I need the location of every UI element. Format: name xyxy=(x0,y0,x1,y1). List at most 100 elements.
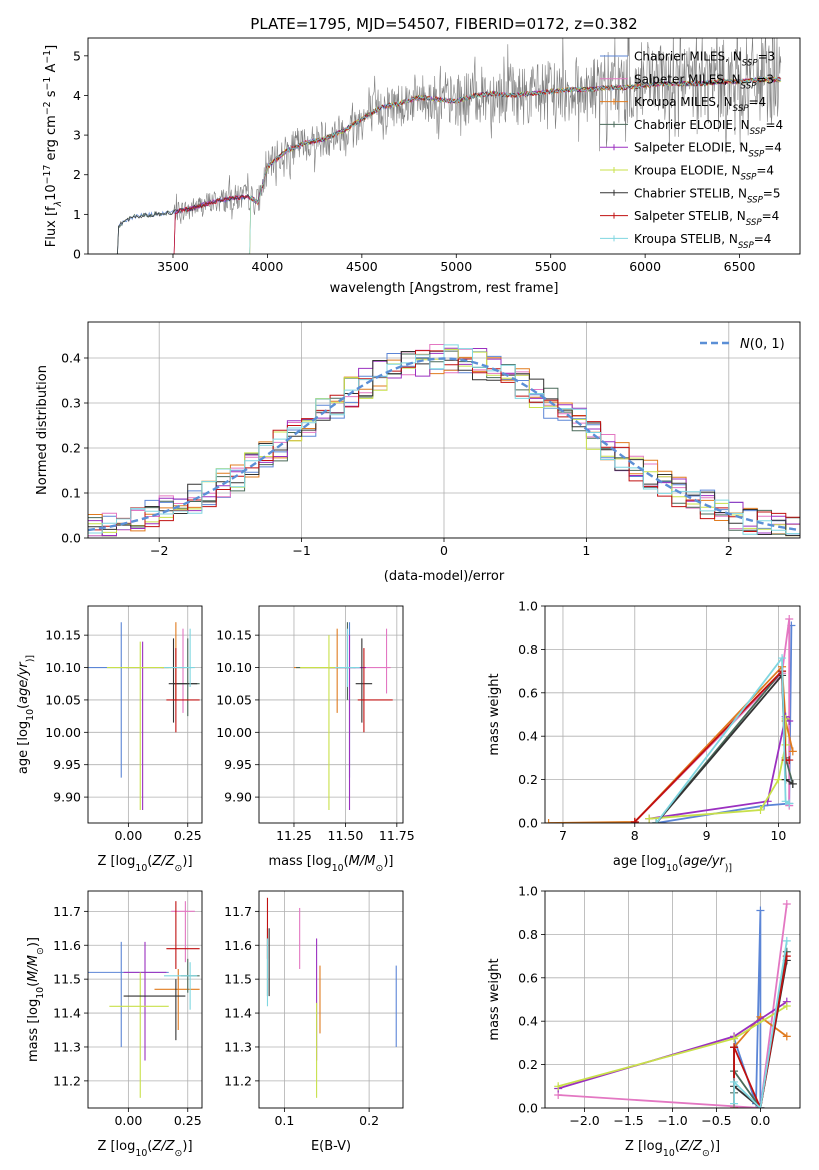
axes-frame xyxy=(544,605,801,824)
y-tick-label: 0.1 xyxy=(61,486,81,501)
figure-title: PLATE=1795, MJD=54507, FIBERID=0172, z=0… xyxy=(250,15,637,33)
y-tick-label: 1.0 xyxy=(518,599,538,614)
x-tick-label: 1 xyxy=(582,543,590,558)
y-tick-label: 10.15 xyxy=(216,628,252,643)
y-tick-label: 9.95 xyxy=(224,757,252,772)
label-part: M/M xyxy=(26,955,41,982)
age_vs_Z-plot-area xyxy=(88,606,202,823)
label-part: Z [log xyxy=(97,1139,135,1154)
label-part: −2 xyxy=(42,101,53,115)
label-part: Salpeter STELIB, N xyxy=(634,209,746,223)
axes-frame xyxy=(87,890,203,1109)
label-part: )] xyxy=(383,854,393,869)
x-axis-label: E(B-V) xyxy=(311,1139,351,1154)
x-tick-label: −1 xyxy=(292,543,310,558)
x-tick-label: 11.25 xyxy=(276,828,312,843)
y-tick-label: 3 xyxy=(73,128,81,143)
x-tick-label: 0.25 xyxy=(174,1113,202,1128)
label-part: SSP xyxy=(747,195,764,205)
errorbar-point xyxy=(126,641,164,811)
residuals-plot-area xyxy=(88,322,800,538)
age_vs_mass-plot-area xyxy=(259,606,403,823)
label-part: =4 xyxy=(754,232,772,246)
label-part: =3 xyxy=(756,72,774,86)
label-part: Z/Z xyxy=(679,1139,703,1154)
label-part: Chabrier ELODIE, N xyxy=(634,118,750,132)
errorbar-point xyxy=(300,635,340,811)
x-axis-label: mass [log10(M/M⊙)] xyxy=(269,854,394,874)
label-part: Salpeter ELODIE, N xyxy=(634,141,748,155)
y-axis-label: Flux [fλ10−17 erg cm−2 s−1 A−1] xyxy=(42,45,64,247)
label-part: age [log xyxy=(16,721,31,774)
data-point-marker xyxy=(785,799,794,808)
mass-weight-line xyxy=(733,940,788,1108)
y-axis-label: mass weight xyxy=(487,673,502,755)
x-tick-label: 6500 xyxy=(724,259,756,274)
y-tick-label: 10.05 xyxy=(216,692,252,707)
x-axis-label: (data-model)/error xyxy=(384,569,505,584)
model-spectrum-line xyxy=(173,76,781,254)
label-part: −17 xyxy=(42,165,53,185)
y-axis-label: age [log10(age/yr)] xyxy=(16,655,36,774)
label-part: A xyxy=(44,64,59,77)
data-point-marker xyxy=(756,805,765,814)
data-point-marker xyxy=(652,819,661,823)
y-tick-label: 9.90 xyxy=(53,790,81,805)
label-part: =4 xyxy=(765,118,783,132)
y-tick-label: 0.0 xyxy=(518,1101,538,1116)
label-part: SSP xyxy=(750,127,767,137)
label-part: mass [log xyxy=(269,854,332,869)
legend-entry: Kroupa MILES, NSSP=4 xyxy=(634,95,766,114)
errorbar-point xyxy=(168,638,198,723)
legend-entry: Chabrier ELODIE, NSSP=4 xyxy=(634,118,783,137)
y-tick-label: 0.0 xyxy=(61,531,81,546)
label-part: −1 xyxy=(42,50,53,64)
label-part: ] xyxy=(44,45,59,50)
label-part: Salpeter MILES, N xyxy=(634,72,741,86)
x-tick-label: 2 xyxy=(725,543,733,558)
y-tick-label: 11.4 xyxy=(53,1006,81,1021)
label-part: λ xyxy=(53,201,64,208)
x-tick-label: 0.00 xyxy=(114,1113,142,1128)
data-point-marker xyxy=(788,747,797,756)
label-part: Kroupa STELIB, N xyxy=(634,232,738,246)
label-part: SSP xyxy=(748,150,765,160)
model-spectrum-line xyxy=(248,76,782,254)
label-part: ( xyxy=(678,854,683,869)
label-part: erg cm xyxy=(44,115,59,164)
label-part: =4 xyxy=(762,209,780,223)
normal-reference-curve xyxy=(88,357,800,532)
x-tick-label: −1.5 xyxy=(613,1113,643,1128)
data-point-marker xyxy=(756,906,765,915)
label-part: ( xyxy=(675,1139,680,1154)
y-tick-label: 11.2 xyxy=(224,1073,252,1088)
age_vs_mass-panel: 11.25 11.50 11.75 9.90 9.95 10.00 10.05 10.10 10… xyxy=(216,605,415,874)
errorbar-point xyxy=(357,648,393,733)
axes-frame xyxy=(258,605,404,824)
y-tick-label: 11.7 xyxy=(53,904,81,919)
y-tick-label: 1.0 xyxy=(518,884,538,899)
x-tick-label: −0.5 xyxy=(701,1113,731,1128)
mass_vs_ebv-plot-area xyxy=(259,891,403,1108)
label-part: 10 xyxy=(666,863,678,874)
massweight_vs_Z-plot-area xyxy=(545,891,800,1108)
y-tick-label: 9.95 xyxy=(53,757,81,772)
y-tick-label: 10.10 xyxy=(45,660,81,675)
y-tick-label: 9.90 xyxy=(224,790,252,805)
massweight_vs_age-plot-area xyxy=(545,606,800,823)
label-part: mass [log xyxy=(26,999,41,1062)
data-point-marker xyxy=(778,654,787,663)
label-part: =4 xyxy=(749,95,767,109)
x-tick-label: 11.50 xyxy=(328,828,364,843)
y-tick-label: 0 xyxy=(73,247,81,262)
y-tick-label: 11.3 xyxy=(53,1039,81,1054)
errorbar-point xyxy=(164,962,198,1010)
y-tick-label: 0.2 xyxy=(61,441,81,456)
errorbar-point xyxy=(109,972,169,1098)
label-part: −1 xyxy=(42,77,53,91)
mass_vs_ebv-panel: 0.1 0.2 11.2 11.3 11.4 11.5 11.6 11.7 E(B-V) xyxy=(224,890,404,1154)
y-tick-label: 0.4 xyxy=(61,351,81,366)
label-part: ( xyxy=(147,854,152,869)
y-tick-label: 11.2 xyxy=(53,1073,81,1088)
